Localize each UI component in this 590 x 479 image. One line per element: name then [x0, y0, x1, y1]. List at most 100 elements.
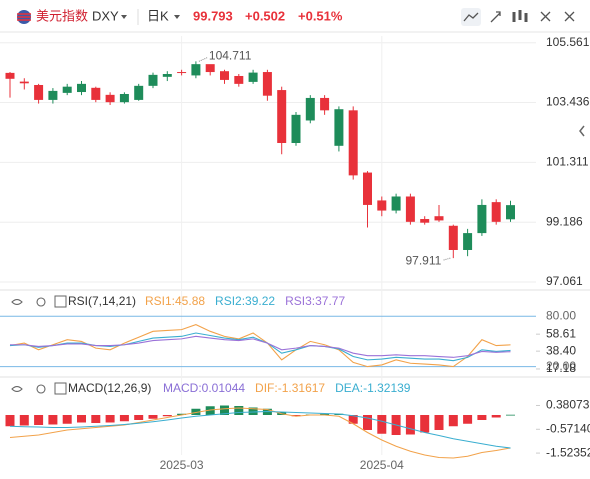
period[interactable]: 日K: [147, 8, 169, 23]
flag-stripes: [17, 13, 31, 21]
indicator-title: RSI(7,14,21): [68, 294, 136, 308]
candle-body: [191, 64, 201, 76]
macd-bar: [491, 415, 501, 418]
candle-body: [5, 72, 15, 79]
macd-bar: [19, 415, 29, 426]
y-tick-label: 103.436: [546, 95, 590, 109]
level-label: 80.00: [546, 308, 576, 322]
rsi-checkbox[interactable]: [54, 295, 67, 308]
candle-body: [305, 97, 315, 121]
low-pointer: [443, 257, 451, 261]
macd-checkbox[interactable]: [54, 382, 67, 395]
candle-body: [277, 90, 287, 143]
x-tick-label: 2025-03: [160, 458, 204, 472]
macd-bar: [420, 415, 430, 433]
macd-bar: [477, 415, 487, 420]
rsi-eye-icon[interactable]: [11, 298, 23, 306]
candle-body: [463, 233, 473, 250]
period-dropdown[interactable]: [174, 15, 180, 19]
macd-eye-icon[interactable]: [11, 385, 23, 393]
macd-bar: [291, 415, 301, 417]
candle-body: [48, 90, 58, 100]
draw-tool[interactable]: [490, 11, 501, 23]
candle-body: [177, 72, 187, 74]
legend-entry: DIF:-1.31617: [255, 381, 325, 395]
legend-entry: RSI1:45.88: [145, 294, 205, 308]
legend-entry: RSI2:39.22: [215, 294, 275, 308]
candle-body: [205, 64, 215, 73]
macd-bar: [177, 413, 187, 415]
y-tick-label: 17.18: [546, 361, 576, 375]
legend-entry: DEA:-1.32139: [335, 381, 411, 395]
macd-bar: [119, 415, 129, 422]
macd-bar: [320, 413, 330, 415]
candle-body: [320, 97, 330, 111]
macd-bar: [105, 415, 115, 423]
candle-body: [348, 110, 358, 176]
macd-bar: [506, 414, 515, 416]
candle-body: [391, 196, 401, 211]
macd-bar: [248, 407, 258, 415]
candle-body: [262, 72, 272, 96]
close-tool[interactable]: [564, 11, 575, 22]
macd-bar: [5, 415, 15, 427]
series-line: [10, 335, 511, 358]
macd-bar: [348, 415, 358, 424]
line-tool-icon: [463, 12, 479, 22]
y-tick-label: 105.561: [546, 35, 590, 49]
macd-bar: [434, 415, 444, 430]
y-tick-label: 38.40: [546, 343, 576, 357]
symbol-dropdown[interactable]: [121, 15, 127, 19]
macd-bar: [234, 406, 244, 415]
legend-entry: RSI3:37.77: [285, 294, 345, 308]
macd-bar: [162, 415, 172, 417]
candle-body: [134, 85, 144, 100]
candle-body: [34, 84, 44, 100]
collapse-arrow[interactable]: [579, 125, 585, 137]
series-line: [9, 407, 511, 459]
candle-body: [248, 72, 258, 82]
candle-body: [291, 114, 301, 143]
high-pointer: [198, 56, 209, 62]
macd-bar: [34, 415, 44, 425]
macd-bar: [377, 415, 387, 434]
high-label: 104.711: [209, 49, 252, 63]
candle-body: [19, 81, 29, 84]
candle-body: [220, 71, 229, 80]
fullscreen-tool[interactable]: [540, 11, 551, 22]
candle-body: [363, 172, 372, 205]
candle-body: [448, 225, 458, 250]
x-tick-label: 2025-04: [360, 458, 404, 472]
candle-body: [420, 219, 430, 223]
y-tick-label: 58.61: [546, 326, 576, 340]
candle-body: [377, 200, 387, 211]
macd-bar: [363, 415, 372, 430]
y-tick-label: 101.311: [546, 155, 589, 169]
change-pct: +0.51%: [298, 8, 343, 23]
low-label: 97.911: [405, 253, 441, 267]
macd-bar: [148, 415, 158, 419]
macd-bar: [191, 408, 201, 415]
candle-body: [477, 204, 487, 234]
candle-body: [162, 74, 172, 77]
price: 99.793: [193, 8, 233, 23]
y-tick-label: 97.061: [546, 274, 583, 288]
change: +0.502: [245, 8, 285, 23]
macd-bar: [91, 415, 101, 423]
candle-body: [491, 202, 501, 222]
macd-bar: [448, 415, 458, 427]
macd-bar: [77, 415, 86, 423]
macd-bar: [205, 406, 215, 415]
macd-bar: [463, 415, 473, 424]
macd-settings-icon[interactable]: [36, 384, 46, 394]
rsi-settings-icon[interactable]: [36, 297, 46, 307]
candle-body: [77, 83, 86, 93]
macd-bar: [134, 415, 144, 420]
candle-body: [506, 205, 515, 220]
candle-body: [62, 86, 72, 93]
candle-body: [234, 75, 244, 84]
symbol[interactable]: DXY: [92, 8, 119, 23]
index-name[interactable]: 美元指数: [36, 8, 88, 23]
candle-tool[interactable]: [512, 10, 528, 22]
y-tick-label: -1.52352: [546, 445, 590, 459]
